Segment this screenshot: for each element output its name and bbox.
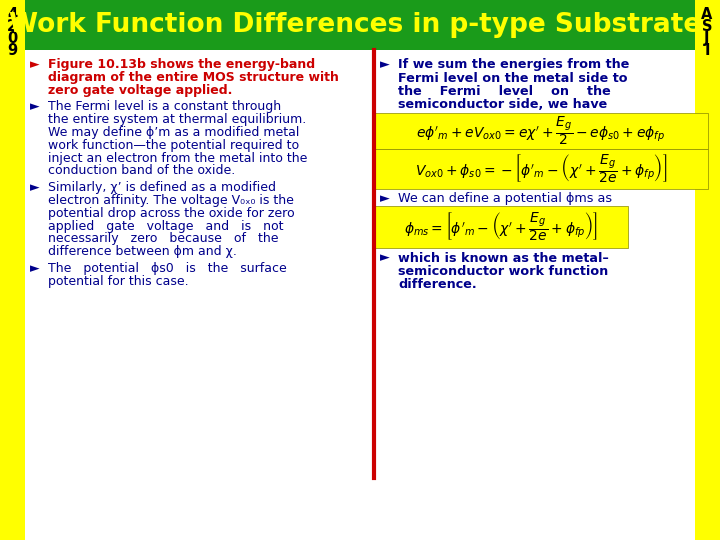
Text: conduction band of the oxide.: conduction band of the oxide.: [48, 164, 235, 178]
Text: If we sum the energies from the: If we sum the energies from the: [398, 58, 629, 71]
Text: potential drop across the oxide for zero: potential drop across the oxide for zero: [48, 207, 294, 220]
Text: difference between ϕm and χ.: difference between ϕm and χ.: [48, 245, 237, 258]
Text: difference.: difference.: [398, 279, 477, 292]
Text: A: A: [701, 7, 713, 22]
Text: inject an electron from the metal into the: inject an electron from the metal into t…: [48, 152, 307, 165]
Text: We may define ϕ’m as a modified metal: We may define ϕ’m as a modified metal: [48, 126, 300, 139]
Text: The Fermi level is a constant through: The Fermi level is a constant through: [48, 100, 281, 113]
Text: the    Fermi    level    on    the: the Fermi level on the: [398, 85, 611, 98]
Text: We can define a potential ϕms as: We can define a potential ϕms as: [398, 192, 612, 205]
Text: I: I: [704, 43, 710, 58]
Text: S: S: [702, 19, 712, 34]
FancyBboxPatch shape: [374, 206, 628, 247]
Text: ►: ►: [30, 181, 40, 194]
Text: ►: ►: [30, 262, 40, 275]
Text: $e\phi'_m + eV_{ox0} = e\chi' + \dfrac{E_g}{2} - e\phi_{s0} + e\phi_{fp}$: $e\phi'_m + eV_{ox0} = e\chi' + \dfrac{E…: [416, 114, 665, 147]
Text: necessarily   zero   because   of   the: necessarily zero because of the: [48, 232, 279, 245]
Text: 4: 4: [7, 7, 17, 22]
Text: 9: 9: [7, 43, 17, 58]
FancyBboxPatch shape: [25, 0, 695, 50]
Text: zero gate voltage applied.: zero gate voltage applied.: [48, 84, 233, 97]
Text: 2: 2: [7, 19, 17, 34]
Text: which is known as the metal–: which is known as the metal–: [398, 252, 608, 265]
Text: ►: ►: [380, 192, 390, 205]
Text: the entire system at thermal equilibrium.: the entire system at thermal equilibrium…: [48, 113, 306, 126]
FancyBboxPatch shape: [0, 0, 25, 540]
Text: applied   gate   voltage   and   is   not: applied gate voltage and is not: [48, 220, 284, 233]
FancyBboxPatch shape: [374, 113, 708, 149]
Text: Fermi level on the metal side to: Fermi level on the metal side to: [398, 71, 628, 84]
Text: semiconductor work function: semiconductor work function: [398, 265, 608, 278]
Text: ►: ►: [30, 100, 40, 113]
Text: 0: 0: [7, 31, 17, 46]
Text: ►: ►: [30, 58, 40, 71]
Text: J: J: [704, 31, 710, 46]
Text: electron affinity. The voltage V₀ₓ₀ is the: electron affinity. The voltage V₀ₓ₀ is t…: [48, 194, 294, 207]
Text: The   potential   ϕs0   is   the   surface: The potential ϕs0 is the surface: [48, 262, 287, 275]
Text: $\phi_{ms} = \left[\phi'_m - \left(\chi' + \dfrac{E_g}{2e} + \phi_{fp}\right)\ri: $\phi_{ms} = \left[\phi'_m - \left(\chi'…: [404, 210, 598, 243]
Text: $V_{ox0} + \phi_{s0} = -\left[\phi'_m - \left(\chi' + \dfrac{E_g}{2e} + \phi_{fp: $V_{ox0} + \phi_{s0} = -\left[\phi'_m - …: [415, 153, 667, 185]
Text: potential for this case.: potential for this case.: [48, 275, 189, 288]
FancyBboxPatch shape: [374, 149, 708, 189]
Text: ►: ►: [380, 252, 390, 265]
Text: diagram of the entire MOS structure with: diagram of the entire MOS structure with: [48, 71, 339, 84]
FancyBboxPatch shape: [25, 50, 695, 540]
Text: ►: ►: [380, 58, 390, 71]
Text: Work Function Differences in p-type Substrate: Work Function Differences in p-type Subs…: [9, 12, 701, 38]
Text: semiconductor side, we have: semiconductor side, we have: [398, 98, 607, 111]
Text: Similarly, χ’ is defined as a modified: Similarly, χ’ is defined as a modified: [48, 181, 276, 194]
Text: work function—the potential required to: work function—the potential required to: [48, 139, 299, 152]
FancyBboxPatch shape: [695, 0, 720, 540]
Text: Figure 10.13b shows the energy-band: Figure 10.13b shows the energy-band: [48, 58, 315, 71]
